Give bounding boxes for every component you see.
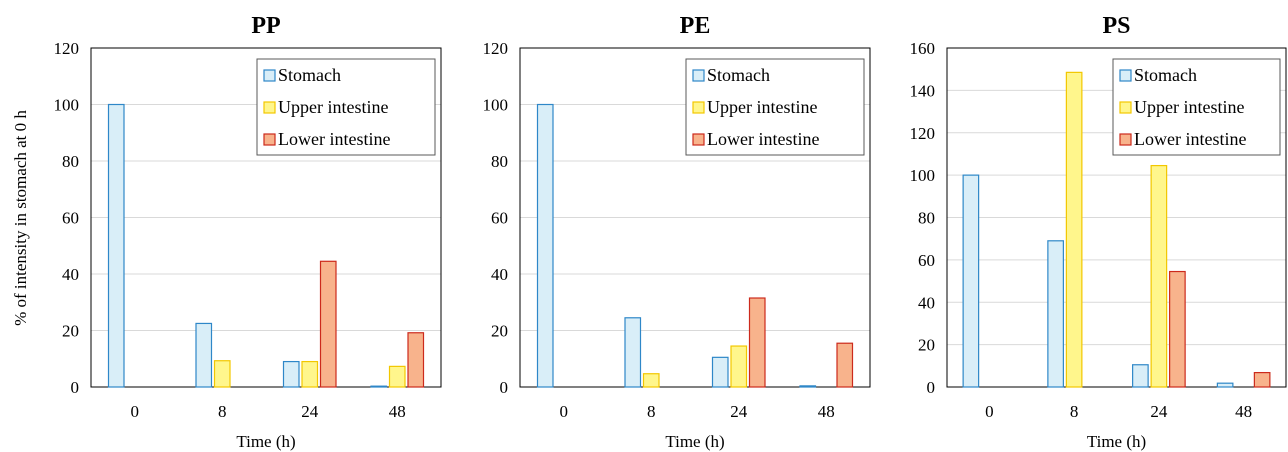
bar-upper-intestine-48 — [388, 365, 406, 388]
bar-lower-intestine-24 — [1169, 270, 1186, 388]
x-axis-label: Time (h) — [665, 432, 724, 451]
bar-stomach-0 — [107, 103, 125, 388]
bar-upper-intestine-24 — [301, 360, 319, 388]
legend: Stomach Upper intestine Lower intestine — [685, 58, 865, 156]
bar-stomach-8 — [195, 322, 213, 388]
bar-stomach-0 — [962, 174, 980, 388]
bar-stomach-0 — [536, 103, 554, 388]
bar-upper-intestine-8 — [1065, 71, 1083, 388]
x-tick-label: 0 — [560, 402, 569, 421]
y-tick-label: 160 — [910, 39, 936, 58]
legend: Stomach Upper intestine Lower intestine — [256, 58, 436, 156]
legend-swatch-stomach — [692, 69, 705, 82]
bar-upper-intestine-8 — [213, 360, 231, 388]
bar-lower-intestine-48 — [836, 342, 854, 388]
legend-box — [1112, 58, 1281, 156]
legend-label-stomach: Stomach — [278, 65, 341, 85]
legend-swatch-stomach — [1119, 69, 1132, 82]
bar-stomach-48 — [799, 385, 817, 388]
y-tick-label: 40 — [491, 265, 508, 284]
legend-swatch-upper-intestine — [692, 101, 705, 114]
y-tick-label: 140 — [910, 81, 936, 100]
bar-stomach-8 — [1047, 240, 1064, 388]
x-axis-label: Time (h) — [236, 432, 295, 451]
legend-swatch-lower-intestine — [1119, 133, 1132, 146]
chart-panel-pp: 0 20 40 60 80 100 120 0 8 24 48 PP Time (h) Stomach Up… — [54, 13, 442, 451]
legend: Stomach Upper intestine Lower intestine — [1112, 58, 1281, 156]
legend-label-upper-intestine: Upper intestine — [278, 97, 388, 117]
x-tick-label: 24 — [301, 402, 319, 421]
legend-label-lower-intestine: Lower intestine — [707, 129, 819, 149]
bar-stomach-24 — [1132, 364, 1149, 388]
bar-stomach-48 — [370, 385, 388, 388]
chart-panel-pe: 0 20 40 60 80 100 120 0 8 24 48 PE Time (h) Stomach Up… — [483, 13, 871, 451]
y-tick-label: 40 — [62, 265, 79, 284]
bar-upper-intestine-8 — [642, 373, 660, 388]
x-tick-label: 8 — [218, 402, 227, 421]
bar-upper-intestine-24 — [730, 345, 748, 388]
y-tick-label: 40 — [918, 293, 935, 312]
y-tick-label: 120 — [483, 39, 509, 58]
legend-swatch-upper-intestine — [263, 101, 276, 114]
y-tick-label: 60 — [918, 251, 935, 270]
chart-panel-ps: 0 20 40 60 80 100 120 140 160 0 8 24 48 PS Time (h) Sto… — [910, 13, 1287, 451]
x-tick-label: 0 — [131, 402, 140, 421]
y-tick-label: 0 — [500, 378, 509, 397]
y-tick-label: 120 — [54, 39, 80, 58]
y-tick-label: 100 — [483, 96, 509, 115]
y-tick-label: 0 — [927, 378, 936, 397]
legend-swatch-upper-intestine — [1119, 101, 1132, 114]
legend-label-upper-intestine: Upper intestine — [1134, 97, 1244, 117]
chart-title: PS — [1102, 13, 1130, 39]
legend-label-lower-intestine: Lower intestine — [1134, 129, 1246, 149]
x-tick-label: 48 — [389, 402, 406, 421]
bar-lower-intestine-24 — [319, 260, 337, 388]
bar-stomach-48 — [1216, 382, 1234, 388]
x-tick-label: 48 — [1235, 402, 1252, 421]
x-tick-label: 24 — [730, 402, 748, 421]
y-axis-label: % of intensity in stomach at 0 h — [11, 110, 30, 326]
x-tick-label: 48 — [818, 402, 835, 421]
plot-area — [519, 47, 871, 388]
y-tick-label: 120 — [910, 124, 936, 143]
legend-box — [256, 58, 436, 156]
legend-swatch-lower-intestine — [263, 133, 276, 146]
y-tick-label: 20 — [62, 322, 79, 341]
y-tick-label: 80 — [918, 209, 935, 228]
x-tick-label: 8 — [1070, 402, 1079, 421]
y-tick-label: 80 — [491, 152, 508, 171]
plot-area — [90, 47, 442, 388]
x-tick-label: 0 — [985, 402, 994, 421]
y-tick-label: 100 — [910, 166, 936, 185]
bar-lower-intestine-24 — [748, 297, 766, 388]
legend-swatch-stomach — [263, 69, 276, 82]
x-tick-label: 24 — [1150, 402, 1168, 421]
y-tick-label: 0 — [71, 378, 80, 397]
legend-label-upper-intestine: Upper intestine — [707, 97, 817, 117]
y-tick-label: 60 — [62, 209, 79, 228]
y-tick-label: 100 — [54, 96, 80, 115]
y-tick-label: 60 — [491, 209, 508, 228]
legend-label-stomach: Stomach — [1134, 65, 1197, 85]
bar-upper-intestine-24 — [1150, 164, 1168, 388]
bar-lower-intestine-48 — [407, 332, 425, 388]
chart-title: PP — [251, 13, 280, 39]
bar-lower-intestine-48 — [1253, 371, 1271, 388]
chart-title: PE — [680, 13, 711, 39]
bar-stomach-24 — [282, 360, 300, 388]
plot-area — [946, 47, 1287, 388]
legend-swatch-lower-intestine — [692, 133, 705, 146]
x-tick-label: 8 — [647, 402, 656, 421]
bar-stomach-8 — [624, 317, 642, 388]
legend-label-lower-intestine: Lower intestine — [278, 129, 390, 149]
bar-stomach-24 — [711, 356, 729, 388]
y-tick-label: 80 — [62, 152, 79, 171]
y-tick-label: 20 — [491, 322, 508, 341]
legend-box — [685, 58, 865, 156]
x-axis-label: Time (h) — [1087, 432, 1146, 451]
y-tick-label: 20 — [918, 336, 935, 355]
legend-label-stomach: Stomach — [707, 65, 770, 85]
